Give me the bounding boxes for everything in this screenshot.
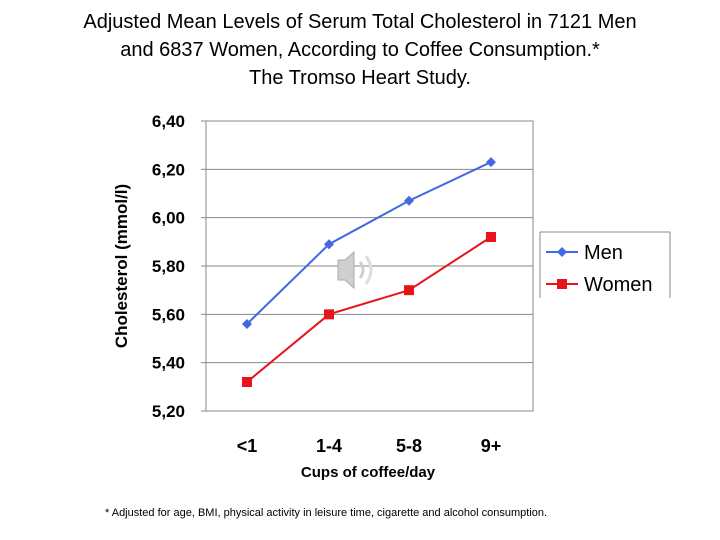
y-tick-label: 5,40	[152, 354, 185, 373]
y-tick-label: 6,20	[152, 160, 185, 179]
x-axis-ticks: <1 1-4 5-8 9+	[237, 436, 502, 456]
x-tick-label: <1	[237, 436, 258, 456]
legend-item-women: Women	[546, 274, 653, 296]
speaker-icon-body	[337, 250, 355, 290]
legend-label: Men	[584, 242, 623, 264]
series-men	[242, 157, 496, 329]
data-point-women	[324, 309, 334, 320]
data-point-women	[242, 377, 252, 387]
data-point-men	[486, 157, 496, 168]
y-tick-label: 5,80	[152, 257, 185, 276]
y-tick-label: 5,20	[152, 402, 185, 421]
data-point-men	[242, 319, 252, 329]
y-tick-label: 6,40	[152, 112, 185, 131]
y-axis-label: Cholesterol (mmol/l)	[112, 184, 131, 348]
data-point-men	[404, 195, 414, 206]
legend: Men Women	[539, 231, 671, 298]
x-tick-label: 1-4	[316, 436, 342, 456]
title-line-2: and 6837 Women, According to Coffee Cons…	[120, 39, 600, 61]
footnote: * Adjusted for age, BMI, physical activi…	[105, 507, 548, 519]
y-tick-label: 5,60	[152, 305, 185, 324]
legend-marker	[557, 279, 567, 289]
series-line-men	[246, 161, 492, 325]
data-point-men	[324, 239, 334, 250]
series-line-women	[246, 236, 492, 383]
data-point-women	[404, 285, 414, 296]
legend-marker	[557, 247, 567, 257]
x-tick-label: 9+	[481, 436, 502, 456]
y-axis-ticks: 5,20 5,40 5,60 5,80 6,00 6,20 6,40	[152, 112, 206, 421]
data-point-women	[486, 232, 496, 242]
x-tick-label: 5-8	[396, 436, 422, 456]
legend-label: Women	[584, 274, 653, 296]
speaker-icon[interactable]	[337, 250, 373, 290]
x-axis-label: Cups of coffee/day	[301, 464, 436, 481]
chart-title: Adjusted Mean Levels of Serum Total Chol…	[0, 8, 720, 92]
speaker-icon-wave-1	[358, 261, 365, 279]
legend-item-men: Men	[546, 242, 623, 264]
series-layer	[242, 157, 496, 387]
speaker-icon-wave-2	[364, 255, 373, 285]
series-women	[242, 232, 496, 387]
title-line-1: Adjusted Mean Levels of Serum Total Chol…	[83, 11, 637, 33]
y-tick-label: 6,00	[152, 209, 185, 228]
title-line-3: The Tromso Heart Study.	[249, 67, 471, 89]
